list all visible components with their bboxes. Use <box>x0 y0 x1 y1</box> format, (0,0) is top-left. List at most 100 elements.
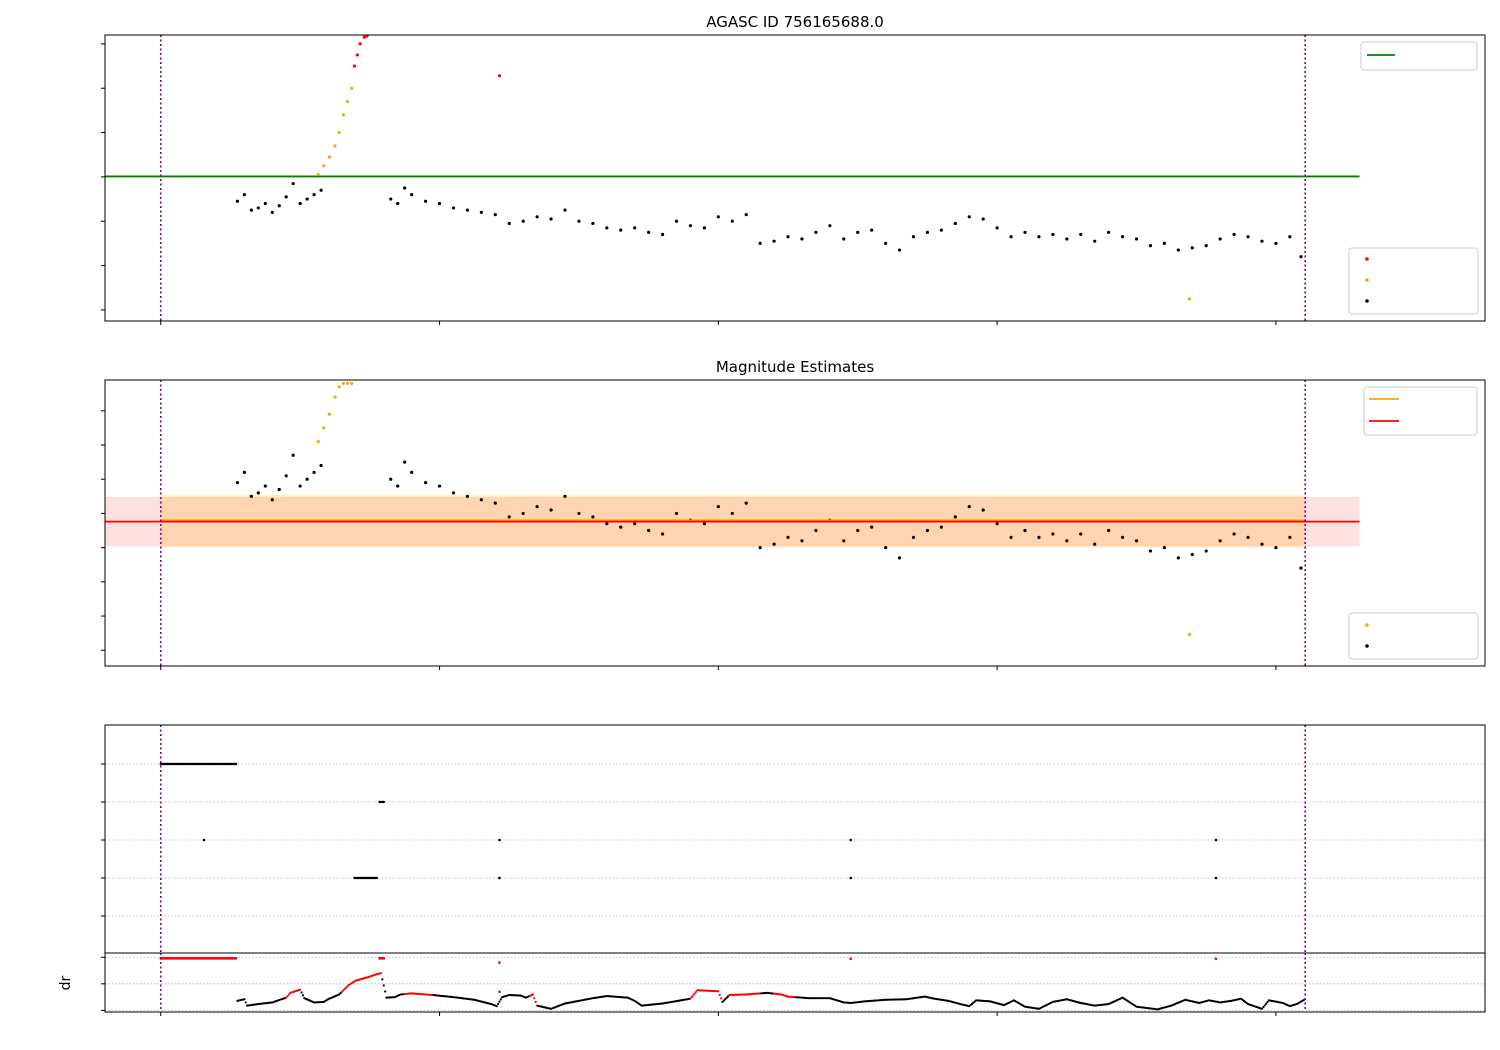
point-ok <box>451 491 456 495</box>
dr-point <box>381 978 384 981</box>
point-ok <box>939 525 943 529</box>
point-ok <box>256 491 260 495</box>
point-ok <box>1009 535 1013 539</box>
dr-point-not-ok <box>531 993 535 996</box>
point-ok <box>744 501 748 505</box>
point-highlighted <box>345 99 350 104</box>
point-ok <box>507 515 511 519</box>
plot-frame-dr <box>104 952 1486 1013</box>
dr-point-not-ok <box>285 996 288 999</box>
point-not-ok <box>355 53 359 57</box>
point-ok <box>479 210 483 214</box>
dr-point-not-ok <box>379 972 383 975</box>
point-ok <box>305 197 309 201</box>
point-ok <box>521 511 525 516</box>
dr-point <box>499 998 502 1001</box>
point-highlighted <box>327 155 332 159</box>
point-ok <box>674 511 679 516</box>
point-highlighted <box>322 426 326 430</box>
point-ok <box>1107 528 1111 533</box>
point-ok <box>1148 549 1153 553</box>
flag-marker <box>498 838 501 842</box>
point-highlighted <box>316 173 320 177</box>
dr-point-not-ok <box>286 994 289 998</box>
point-ok <box>1037 535 1041 539</box>
point-ok <box>396 484 400 488</box>
point-ok <box>730 511 734 516</box>
point-ok <box>312 193 316 197</box>
point-ok <box>911 235 916 239</box>
point-ok <box>897 556 902 560</box>
point-ok <box>758 546 762 550</box>
dr-point <box>496 1002 500 1005</box>
point-ok <box>716 504 720 509</box>
dr-point-not-ok <box>690 995 693 999</box>
point-ok <box>1051 532 1055 536</box>
point-ok <box>591 515 595 519</box>
point-highlighted <box>316 439 320 444</box>
dr-point-not-ok <box>346 985 349 988</box>
point-ok <box>1176 248 1180 252</box>
point-ok <box>535 504 539 509</box>
legend-marker <box>1365 623 1369 627</box>
point-ok <box>1288 535 1292 539</box>
point-ok <box>1176 556 1180 560</box>
legend-frame <box>1348 612 1479 660</box>
point-ok <box>1093 542 1097 546</box>
dr-point <box>1266 1000 1269 1004</box>
point-ok <box>647 528 651 533</box>
point-ok <box>772 542 776 546</box>
flag-marker <box>849 838 853 842</box>
point-ok <box>1288 235 1292 239</box>
point-ok <box>437 201 442 206</box>
point-ok <box>674 219 679 223</box>
point-ok <box>925 528 930 533</box>
dr-point <box>495 1005 498 1008</box>
legend-frame <box>1363 386 1478 436</box>
dr-point-not-ok <box>692 994 695 997</box>
point-ok <box>465 208 470 212</box>
legend-marker <box>1365 257 1369 261</box>
point-highlighted <box>322 164 326 168</box>
dr-point-not-ok <box>234 957 238 960</box>
flag-marker <box>382 800 385 804</box>
point-ok <box>403 186 407 190</box>
point-ok <box>1079 232 1083 237</box>
point-ok <box>1051 232 1055 237</box>
point-ok <box>591 221 595 226</box>
point-ok <box>744 212 748 217</box>
legend-frame <box>1348 247 1479 315</box>
point-ok <box>270 210 274 214</box>
point-ok <box>981 508 985 512</box>
point-ok <box>284 195 288 199</box>
point-ok <box>814 230 818 234</box>
point-ok <box>828 224 832 228</box>
point-highlighted <box>337 130 341 135</box>
dr-point-not-ok <box>498 961 501 964</box>
point-ok <box>939 228 943 232</box>
point-ok <box>884 546 888 550</box>
point-not-ok <box>497 74 502 78</box>
dr-point-not-ok <box>694 990 698 994</box>
point-ok <box>1274 546 1278 550</box>
point-ok <box>800 237 804 241</box>
point-ok <box>549 217 553 221</box>
point-highlighted <box>333 144 337 148</box>
point-ok <box>870 228 874 232</box>
flag-marker <box>849 876 853 880</box>
point-ok <box>319 463 323 468</box>
point-ok <box>786 535 790 539</box>
point-ok <box>389 477 393 481</box>
point-ok <box>263 484 267 488</box>
point-ok <box>291 181 295 186</box>
dr-point <box>498 1000 501 1003</box>
point-ok <box>1246 235 1250 239</box>
point-ok <box>284 474 288 478</box>
point-ok <box>465 494 470 498</box>
dr-point <box>301 994 305 997</box>
point-ok <box>1162 546 1166 550</box>
point-ok <box>312 470 316 474</box>
point-ok <box>277 487 281 492</box>
panel-agasc-magnitude: AGASC ID 756165688.0 <box>101 13 1486 325</box>
point-ok <box>981 217 985 221</box>
